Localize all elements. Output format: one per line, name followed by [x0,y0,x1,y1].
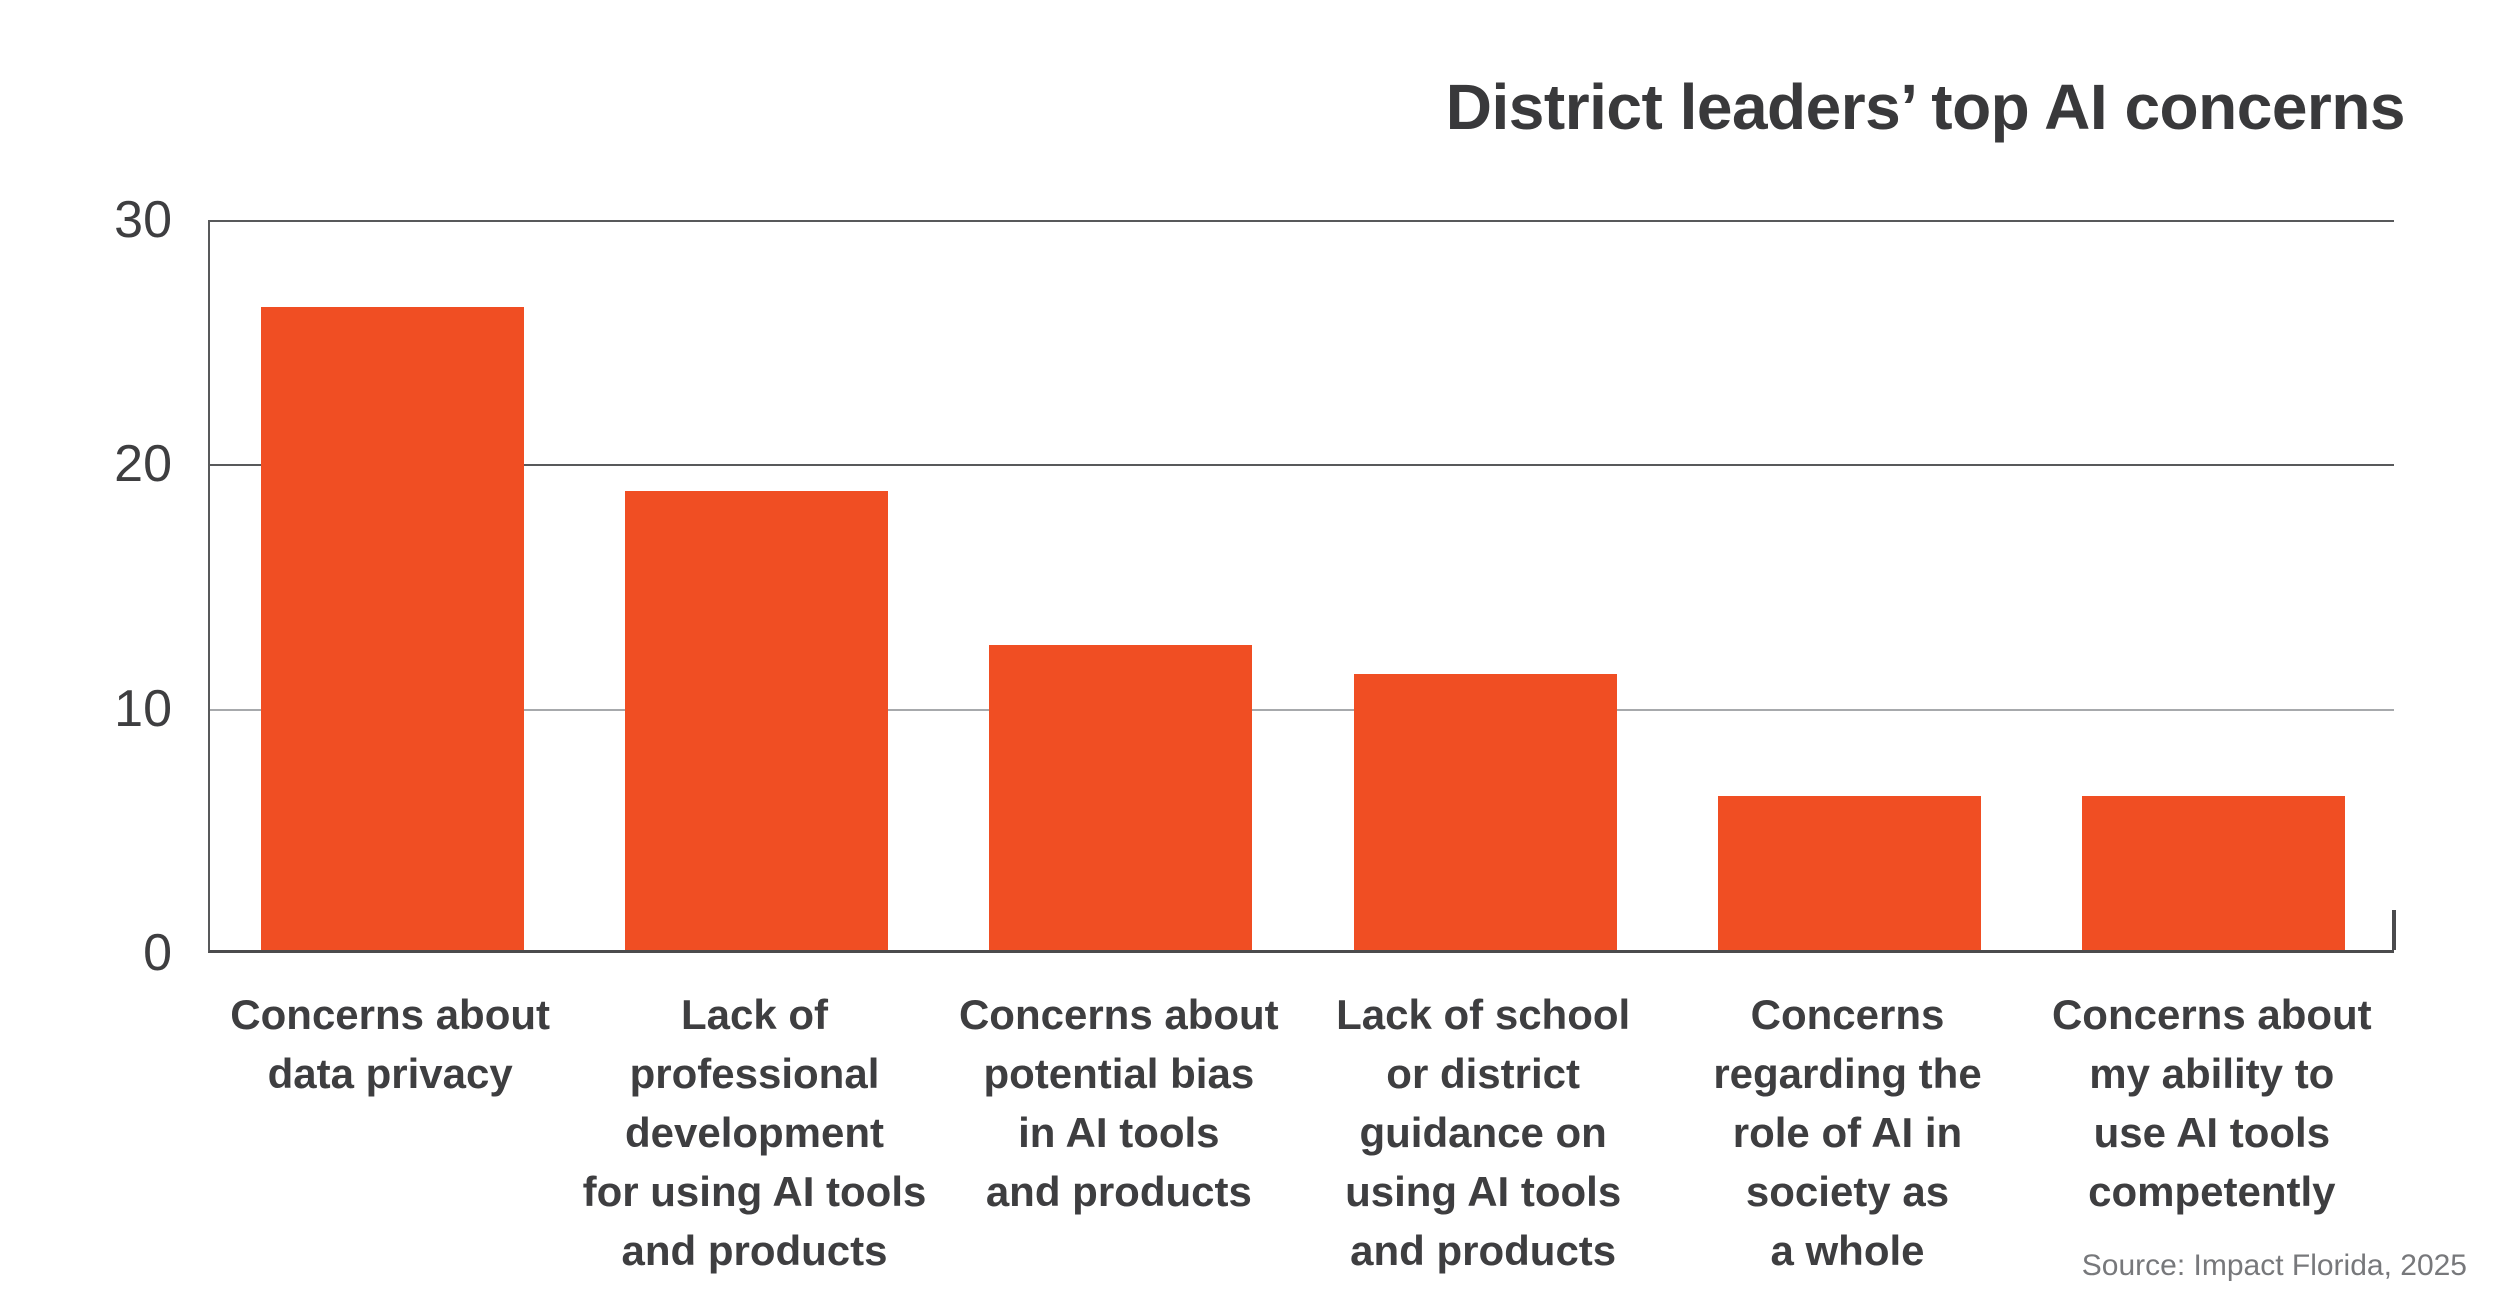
bar-4 [1353,673,1617,950]
source-note: Source: Impact Florida, 2025 [2081,1249,2467,1282]
x-category-label-2: Lack of professional development for usi… [582,991,927,1274]
x-axis-right-end-tick [2392,910,2396,950]
bar-5 [1718,796,1981,950]
gridline-20 [210,464,2394,467]
gridline-30 [210,220,2394,222]
y-tick-label-30: 30 [114,191,172,249]
x-category-label-1: Concerns about data privacy [230,991,551,1097]
y-tick-label-0: 0 [143,924,172,982]
gridline-10 [210,708,2394,711]
plot-area [208,220,2396,953]
x-category-label-6: Concerns about my ability to use AI tool… [2051,991,2372,1215]
x-category-label-5: Concerns regarding the role of AI in soc… [1713,991,1982,1274]
y-tick-label-10: 10 [114,679,172,738]
bar-2 [625,490,888,950]
x-category-label-3: Concerns about potential bias in AI tool… [958,991,1279,1215]
chart-title: District leaders’ top AI concerns [1445,71,2406,143]
bar-6 [2082,796,2346,950]
x-category-label-4: Lack of school or district guidance on u… [1336,991,1631,1274]
bar-3 [989,644,1253,950]
bar-1 [260,307,524,950]
y-tick-label-20: 20 [114,435,172,494]
